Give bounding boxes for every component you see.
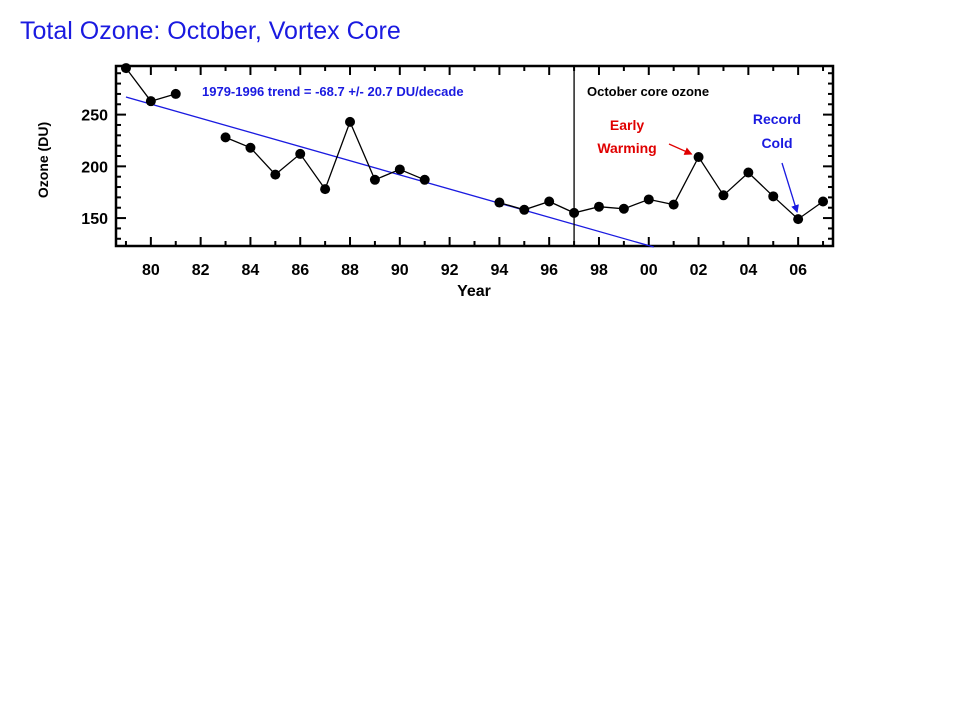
chart-labels: 80 82 84 86 88 90 92 94 96 98 00 02 04 06 150 200 250 Yea… — [35, 84, 807, 300]
x-tick-label: 94 — [490, 262, 508, 279]
data-point — [220, 132, 231, 143]
x-tick-label: 04 — [739, 262, 757, 279]
x-tick-label: 02 — [690, 262, 708, 279]
x-tick-label: 86 — [291, 262, 309, 279]
data-point — [369, 174, 380, 185]
early-warming-arrow — [668, 143, 693, 155]
data-point — [120, 63, 131, 74]
data-point — [345, 116, 356, 127]
y-axis-title: Ozone (DU) — [35, 122, 51, 198]
data-point — [419, 174, 430, 185]
data-points — [120, 63, 829, 225]
x-tick-label: 00 — [640, 262, 658, 279]
x-tick-label: 84 — [242, 262, 260, 279]
trend-label: 1979-1996 trend = -68.7 +/- 20.7 DU/deca… — [202, 84, 464, 99]
data-point — [693, 152, 704, 163]
tick-marks — [116, 66, 833, 246]
x-tick-label: 80 — [142, 262, 160, 279]
data-point — [245, 142, 256, 153]
data-point — [743, 167, 754, 178]
x-tick-label: 06 — [789, 262, 807, 279]
data-point — [544, 196, 555, 207]
data-point — [593, 201, 604, 212]
data-point — [643, 194, 654, 205]
x-tick-label: 90 — [391, 262, 409, 279]
early-warming-label: Warming — [597, 140, 656, 156]
early-warming-label: Early — [610, 117, 644, 133]
x-tick-label: 82 — [192, 262, 210, 279]
x-tick-label: 92 — [441, 262, 459, 279]
data-point — [793, 214, 804, 225]
data-point — [718, 190, 729, 201]
record-cold-label: Cold — [761, 135, 792, 151]
y-tick-label: 150 — [81, 211, 108, 228]
data-point — [494, 197, 505, 208]
data-point — [618, 203, 629, 214]
data-point — [569, 207, 580, 218]
divider-label: October core ozone — [587, 84, 709, 99]
page-title: Total Ozone: October, Vortex Core — [20, 17, 401, 45]
data-point — [668, 199, 679, 210]
x-tick-label: 98 — [590, 262, 608, 279]
x-tick-label: 88 — [341, 262, 359, 279]
data-point — [818, 196, 829, 207]
series-line — [499, 155, 824, 220]
y-tick-label: 250 — [81, 108, 108, 125]
data-point — [519, 204, 530, 215]
data-point — [145, 96, 156, 107]
series-line — [225, 120, 425, 191]
record-cold-arrow — [781, 162, 799, 214]
data-point — [320, 184, 331, 195]
record-cold-label: Record — [753, 111, 801, 127]
data-point — [768, 191, 779, 202]
trend-line — [125, 96, 654, 248]
data-point — [270, 169, 281, 180]
y-tick-label: 200 — [81, 159, 108, 176]
data-point — [295, 148, 306, 159]
x-tick-label: 96 — [540, 262, 558, 279]
data-point — [394, 164, 405, 175]
data-point — [170, 88, 181, 99]
x-axis-title: Year — [457, 283, 491, 300]
